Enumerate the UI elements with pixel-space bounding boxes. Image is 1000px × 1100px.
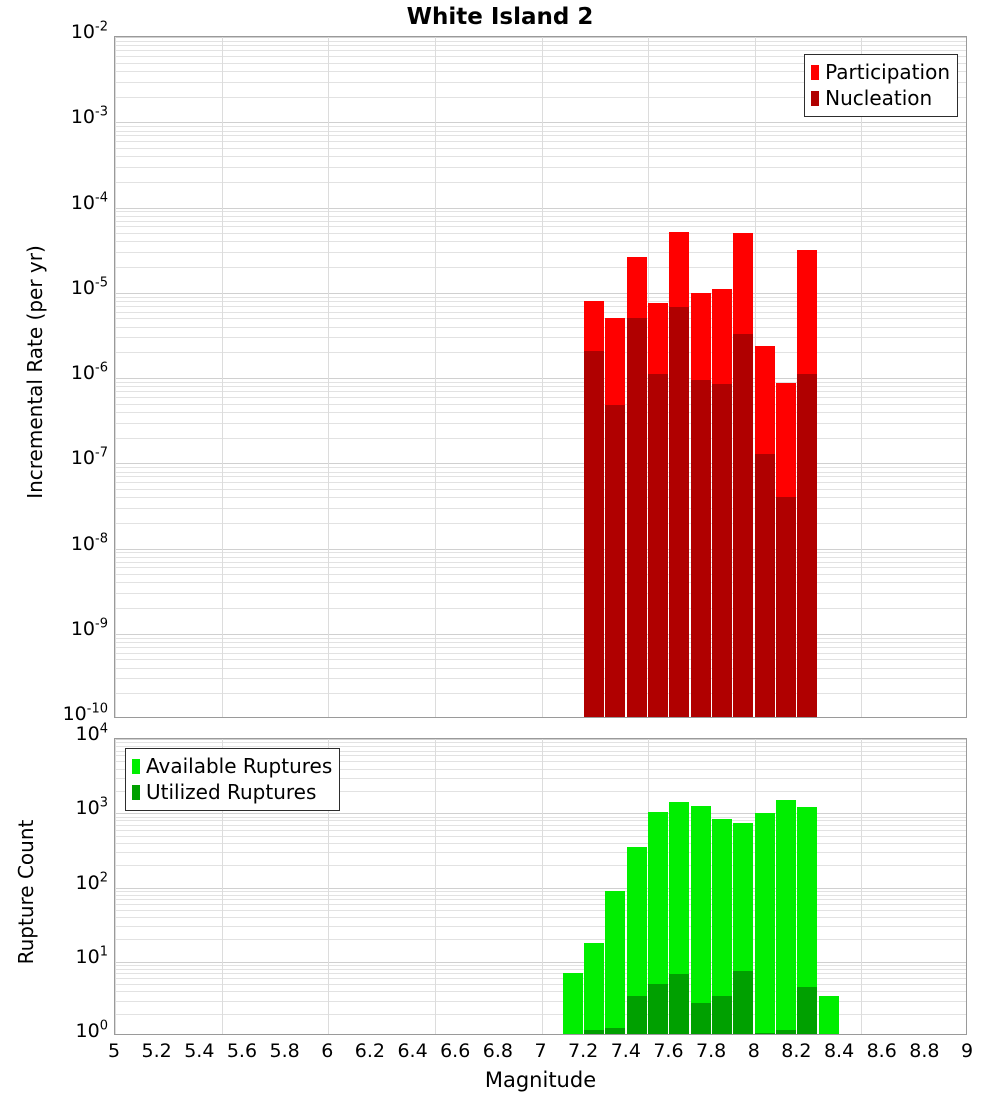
bar-available-ruptures (754, 813, 775, 1034)
bar-nucleation (733, 333, 754, 717)
x-tick: 5.4 (184, 1040, 215, 1062)
bottom-chart-panel: Available Ruptures Utilized Ruptures (114, 738, 967, 1035)
bottom-chart-y-tick: 104 (75, 721, 108, 745)
bar-utilized-ruptures (669, 974, 690, 1034)
bottom-chart-legend: Available Ruptures Utilized Ruptures (125, 748, 341, 811)
bar-available-ruptures (818, 995, 839, 1034)
legend-swatch-participation (811, 64, 820, 80)
bar-available-ruptures (605, 890, 626, 1034)
x-tick: 5.8 (269, 1040, 300, 1062)
legend-label-utilized-ruptures: Utilized Ruptures (146, 780, 317, 804)
legend-item-participation[interactable]: Participation (811, 59, 950, 85)
bar-nucleation (626, 318, 647, 717)
legend-item-utilized-ruptures[interactable]: Utilized Ruptures (132, 779, 332, 805)
x-tick: 6.4 (397, 1040, 428, 1062)
x-tick: 6.6 (440, 1040, 471, 1062)
bottom-chart-bars (115, 739, 966, 1034)
bottom-chart-y-tick: 101 (75, 944, 108, 968)
x-tick: 8.8 (909, 1040, 940, 1062)
top-chart-y-tick-labels: 10-2 10-3 10-4 10-5 10-6 10-7 10-8 10-9 10-10 (0, 0, 108, 1100)
bar-utilized-ruptures (733, 971, 754, 1034)
top-chart-y-tick: 10-5 (70, 275, 108, 299)
bar-available-ruptures (584, 942, 604, 1034)
x-tick: 8 (747, 1040, 760, 1062)
bar-utilized-ruptures (797, 987, 818, 1034)
legend-swatch-utilized (132, 784, 140, 800)
bar-nucleation (754, 453, 775, 717)
top-chart-y-tick: 10-3 (70, 104, 108, 129)
top-chart-bars (115, 37, 966, 717)
bar-nucleation (648, 374, 668, 717)
legend-label-nucleation: Nucleation (825, 86, 933, 110)
bar-available-ruptures (797, 807, 818, 1034)
bar-available-ruptures (690, 806, 711, 1034)
x-axis-title: Magnitude (484, 1068, 597, 1092)
bar-nucleation (669, 307, 690, 717)
x-tick: 7 (534, 1040, 547, 1062)
bar-utilized-ruptures (626, 995, 647, 1034)
x-tick: 7.8 (695, 1040, 727, 1062)
bar-utilized-ruptures (648, 984, 668, 1034)
legend-item-nucleation[interactable]: Nucleation (811, 85, 950, 111)
legend-item-available-ruptures[interactable]: Available Ruptures (132, 753, 332, 779)
x-tick: 8.6 (866, 1040, 897, 1062)
top-chart-y-tick: 10-10 (62, 701, 108, 725)
top-chart-y-tick: 10-7 (70, 445, 108, 470)
bottom-chart-y-axis-title: Rupture Count (14, 819, 38, 965)
bar-nucleation (605, 405, 626, 717)
top-chart-legend: Participation Nucleation (804, 54, 958, 117)
top-chart-y-tick: 10-6 (70, 360, 108, 384)
top-chart-y-tick: 10-9 (70, 616, 108, 640)
legend-label-available-ruptures: Available Ruptures (146, 754, 333, 778)
x-tick: 5 (107, 1040, 121, 1062)
bar-utilized-ruptures (690, 1002, 711, 1034)
bar-utilized-ruptures (584, 1030, 604, 1034)
bar-available-ruptures (776, 800, 796, 1034)
bar-nucleation (797, 374, 818, 717)
bar-utilized-ruptures (754, 1032, 775, 1034)
bar-available-ruptures (562, 973, 583, 1034)
x-tick: 7.2 (568, 1040, 599, 1062)
x-tick: 6 (321, 1040, 334, 1062)
legend-swatch-nucleation (811, 90, 820, 106)
top-chart-panel: Participation Nucleation (114, 36, 967, 718)
legend-swatch-available (132, 758, 140, 774)
x-tick: 7.4 (610, 1040, 641, 1062)
bottom-chart-y-tick: 102 (75, 870, 108, 894)
x-tick: 5.6 (226, 1040, 258, 1062)
legend-label-participation: Participation (825, 60, 950, 84)
bar-available-ruptures (626, 847, 647, 1034)
top-chart-y-tick: 10-4 (70, 190, 108, 214)
bar-utilized-ruptures (605, 1027, 626, 1034)
bar-nucleation (690, 379, 711, 717)
x-tick: 5.2 (141, 1040, 172, 1062)
bottom-chart-y-tick: 100 (75, 1018, 108, 1042)
bar-nucleation (584, 350, 604, 717)
bar-nucleation (776, 497, 796, 717)
bar-utilized-ruptures (712, 995, 732, 1034)
bar-utilized-ruptures (776, 1030, 796, 1034)
top-chart-y-axis-title: Incremental Rate (per yr) (23, 245, 47, 499)
x-tick: 6.2 (354, 1040, 385, 1062)
bottom-chart-y-tick: 103 (75, 795, 108, 820)
x-tick: 8.2 (781, 1040, 812, 1062)
x-tick: 6.8 (482, 1040, 513, 1062)
x-tick: 7.6 (653, 1040, 684, 1062)
x-tick: 8.4 (823, 1040, 855, 1062)
page-title: White Island 2 (406, 4, 594, 30)
top-chart-y-tick: 10-8 (70, 531, 108, 555)
top-chart-y-tick: 10-2 (70, 19, 108, 43)
bar-nucleation (712, 384, 732, 717)
x-tick: 9 (960, 1040, 974, 1062)
